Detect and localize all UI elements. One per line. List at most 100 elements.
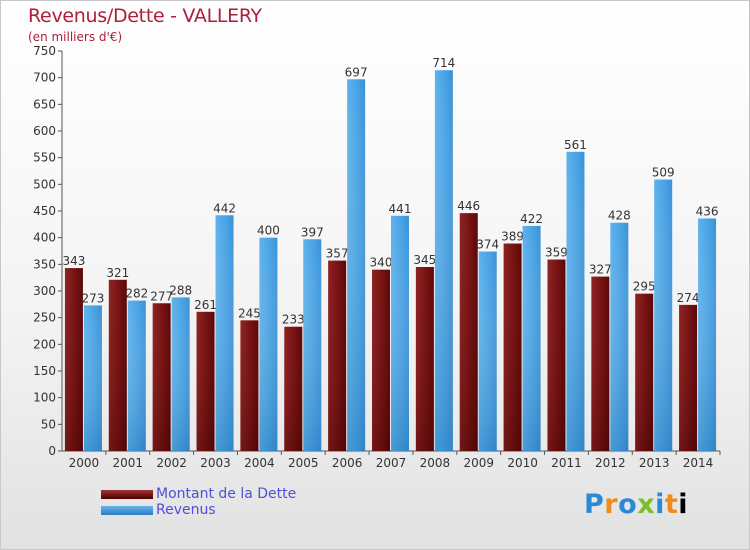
data-label-revenus: 428 xyxy=(608,209,631,223)
y-tick-label: 450 xyxy=(33,204,56,218)
bar-dette-shade xyxy=(64,268,83,451)
bar-dette-shade xyxy=(196,311,215,451)
bar-dette-shade xyxy=(108,279,127,451)
bar-dette-shade xyxy=(679,304,698,451)
bar-revenus-shade xyxy=(215,215,234,451)
y-tick-label: 50 xyxy=(41,417,56,431)
bar-revenus-shade xyxy=(610,222,629,451)
bar-dette-shade xyxy=(591,276,610,451)
data-label-dette: 327 xyxy=(589,263,612,277)
legend-label-dette: Montant de la Dette xyxy=(156,486,297,502)
bar-revenus-shade xyxy=(434,70,453,451)
bar-revenus-shade xyxy=(566,151,585,452)
chart-subtitle: (en milliers d'€) xyxy=(28,30,123,44)
data-label-dette: 245 xyxy=(238,306,261,320)
data-label-revenus: 441 xyxy=(389,202,412,216)
y-tick-label: 500 xyxy=(33,177,56,191)
data-label-dette: 359 xyxy=(545,246,568,260)
data-label-revenus: 422 xyxy=(520,212,543,226)
y-tick-label: 750 xyxy=(33,44,56,58)
x-tick-label: 2004 xyxy=(244,456,275,470)
data-label-revenus: 442 xyxy=(213,201,236,215)
x-tick-label: 2009 xyxy=(463,456,494,470)
bar-dette-shade xyxy=(503,243,522,451)
data-label-dette: 321 xyxy=(106,266,129,280)
y-tick-label: 700 xyxy=(33,71,56,85)
chart-title: Revenus/Dette - VALLERY xyxy=(28,5,262,27)
legend-swatch-revenus xyxy=(101,506,153,515)
legend-label-revenus: Revenus xyxy=(156,502,216,518)
proxiti-logo: Proxiti xyxy=(584,489,689,520)
data-label-revenus: 436 xyxy=(696,204,719,218)
x-tick-label: 2014 xyxy=(683,456,714,470)
x-tick-label: 2003 xyxy=(200,456,231,470)
data-label-dette: 261 xyxy=(194,298,217,312)
bar-revenus-shade xyxy=(654,179,673,452)
data-label-revenus: 288 xyxy=(169,283,192,297)
y-tick-label: 100 xyxy=(33,391,56,405)
y-tick-label: 350 xyxy=(33,257,56,271)
data-label-dette: 340 xyxy=(370,256,393,270)
data-label-dette: 295 xyxy=(633,280,656,294)
legend-swatch-dette xyxy=(101,490,153,499)
y-tick-label: 150 xyxy=(33,364,56,378)
bar-dette-shade xyxy=(547,259,566,451)
bar-dette-shade xyxy=(240,320,259,451)
bar-dette-shade xyxy=(284,326,303,451)
x-tick-label: 2001 xyxy=(113,456,144,470)
y-tick-label: 250 xyxy=(33,311,56,325)
data-label-revenus: 273 xyxy=(81,291,104,305)
bar-revenus-shade xyxy=(347,79,366,452)
y-tick-label: 600 xyxy=(33,124,56,138)
y-tick-label: 550 xyxy=(33,151,56,165)
data-label-revenus: 561 xyxy=(564,138,587,152)
bar-dette-shade xyxy=(328,260,347,451)
bar-revenus-shade xyxy=(698,218,717,451)
data-label-revenus: 374 xyxy=(476,238,499,252)
x-tick-label: 2011 xyxy=(551,456,582,470)
data-label-dette: 389 xyxy=(501,230,524,244)
bar-revenus-shade xyxy=(522,225,541,451)
bar-dette-shade xyxy=(415,267,434,451)
bar-dette-shade xyxy=(152,303,171,451)
bar-revenus-shade xyxy=(83,305,102,451)
bar-revenus-shade xyxy=(171,297,190,451)
bar-revenus-shade xyxy=(259,237,278,451)
data-label-revenus: 282 xyxy=(125,287,148,301)
x-tick-label: 2013 xyxy=(639,456,670,470)
x-tick-label: 2005 xyxy=(288,456,319,470)
bar-dette-shade xyxy=(459,213,478,451)
data-label-dette: 343 xyxy=(62,254,85,268)
bar-revenus-shade xyxy=(391,215,409,451)
data-label-dette: 345 xyxy=(413,253,436,267)
bar-dette-shade xyxy=(635,293,654,451)
x-tick-label: 2008 xyxy=(420,456,451,470)
y-tick-label: 200 xyxy=(33,337,56,351)
bar-revenus-shade xyxy=(478,251,497,451)
data-label-revenus: 509 xyxy=(652,166,675,180)
x-tick-label: 2006 xyxy=(332,456,363,470)
data-label-dette: 233 xyxy=(282,313,305,327)
x-tick-label: 2012 xyxy=(595,456,626,470)
bar-revenus-shade xyxy=(303,239,322,451)
data-label-dette: 446 xyxy=(457,199,480,213)
bar-revenus-shade xyxy=(127,300,146,451)
x-tick-label: 2000 xyxy=(69,456,100,470)
bar-dette-shade xyxy=(372,269,390,451)
data-label-dette: 274 xyxy=(677,291,700,305)
y-tick-label: 650 xyxy=(33,97,56,111)
y-tick-label: 300 xyxy=(33,284,56,298)
data-label-revenus: 714 xyxy=(432,56,455,70)
x-tick-label: 2010 xyxy=(507,456,538,470)
y-tick-label: 0 xyxy=(48,444,56,458)
data-label-revenus: 397 xyxy=(301,225,324,239)
data-label-revenus: 697 xyxy=(345,65,368,79)
y-tick-label: 400 xyxy=(33,231,56,245)
data-label-dette: 277 xyxy=(150,289,173,303)
data-label-dette: 357 xyxy=(326,247,349,261)
data-label-revenus: 400 xyxy=(257,224,280,238)
x-tick-label: 2002 xyxy=(156,456,187,470)
x-tick-label: 2007 xyxy=(376,456,407,470)
